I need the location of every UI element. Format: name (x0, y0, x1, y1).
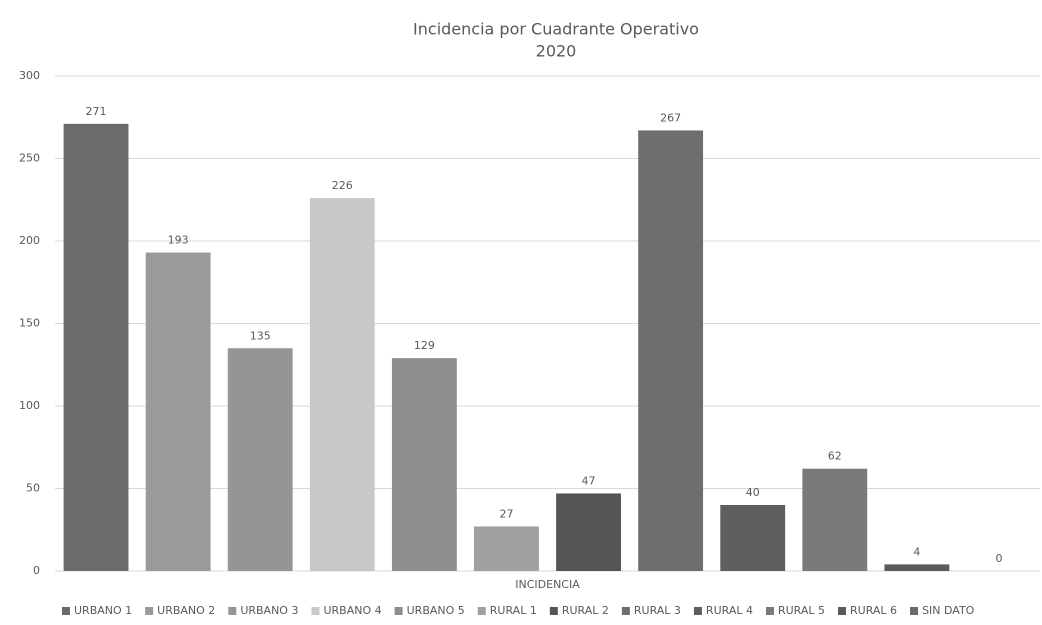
y-tick-label: 0 (33, 564, 40, 577)
y-tick-label: 50 (26, 482, 40, 495)
bar (63, 123, 129, 571)
legend-label: RURAL 2 (562, 604, 609, 617)
y-tick-label: 250 (19, 152, 40, 165)
data-label: 226 (332, 179, 353, 192)
bar (556, 493, 621, 571)
legend-label: URBANO 5 (407, 604, 465, 617)
legend-label: RURAL 1 (490, 604, 537, 617)
legend-swatch (394, 607, 403, 615)
bar (227, 348, 293, 571)
legend-swatch (621, 607, 630, 615)
legend-swatch (228, 607, 237, 615)
legend-label: RURAL 5 (778, 604, 825, 617)
bar (145, 252, 211, 572)
y-tick-label: 200 (19, 234, 40, 247)
bar (802, 468, 868, 571)
legend-label: URBANO 1 (74, 604, 132, 617)
data-label: 135 (250, 329, 271, 342)
data-label: 62 (828, 450, 842, 463)
y-tick-label: 150 (19, 317, 40, 330)
legend-swatch (910, 607, 919, 615)
legend-label: RURAL 4 (706, 604, 753, 617)
legend-label: URBANO 4 (323, 604, 381, 617)
data-label: 27 (499, 507, 513, 520)
bar (884, 564, 950, 571)
data-label: 129 (414, 339, 435, 352)
legend-label: URBANO 2 (157, 604, 215, 617)
legend-label: SIN DATO (922, 604, 975, 617)
bar (309, 198, 375, 571)
legend-swatch (62, 607, 70, 615)
bar (638, 130, 704, 571)
data-label: 4 (913, 545, 920, 558)
bar (720, 505, 786, 571)
data-label: 271 (86, 105, 107, 118)
y-tick-label: 300 (19, 69, 40, 82)
data-label: 267 (660, 111, 681, 124)
legend-swatch (549, 607, 558, 615)
legend-swatch (693, 607, 702, 615)
legend-label: RURAL 6 (850, 604, 897, 617)
legend-swatch (838, 607, 847, 615)
legend-swatch (765, 607, 774, 615)
legend-label: RURAL 3 (634, 604, 681, 617)
bar (391, 358, 457, 571)
legend-swatch (311, 607, 320, 615)
data-label: 193 (168, 234, 189, 247)
bar (474, 526, 539, 571)
legend-swatch (145, 607, 154, 615)
y-tick-label: 100 (19, 399, 40, 412)
chart-subtitle: 2020 (536, 42, 577, 61)
chart-title: Incidencia por Cuadrante Operativo (413, 20, 699, 39)
data-label: 40 (746, 486, 760, 499)
data-label: 0 (995, 552, 1002, 565)
legend-label: URBANO 3 (240, 604, 298, 617)
x-tick-label: INCIDENCIA (515, 578, 580, 591)
data-label: 47 (582, 474, 596, 487)
legend-swatch (477, 607, 486, 615)
